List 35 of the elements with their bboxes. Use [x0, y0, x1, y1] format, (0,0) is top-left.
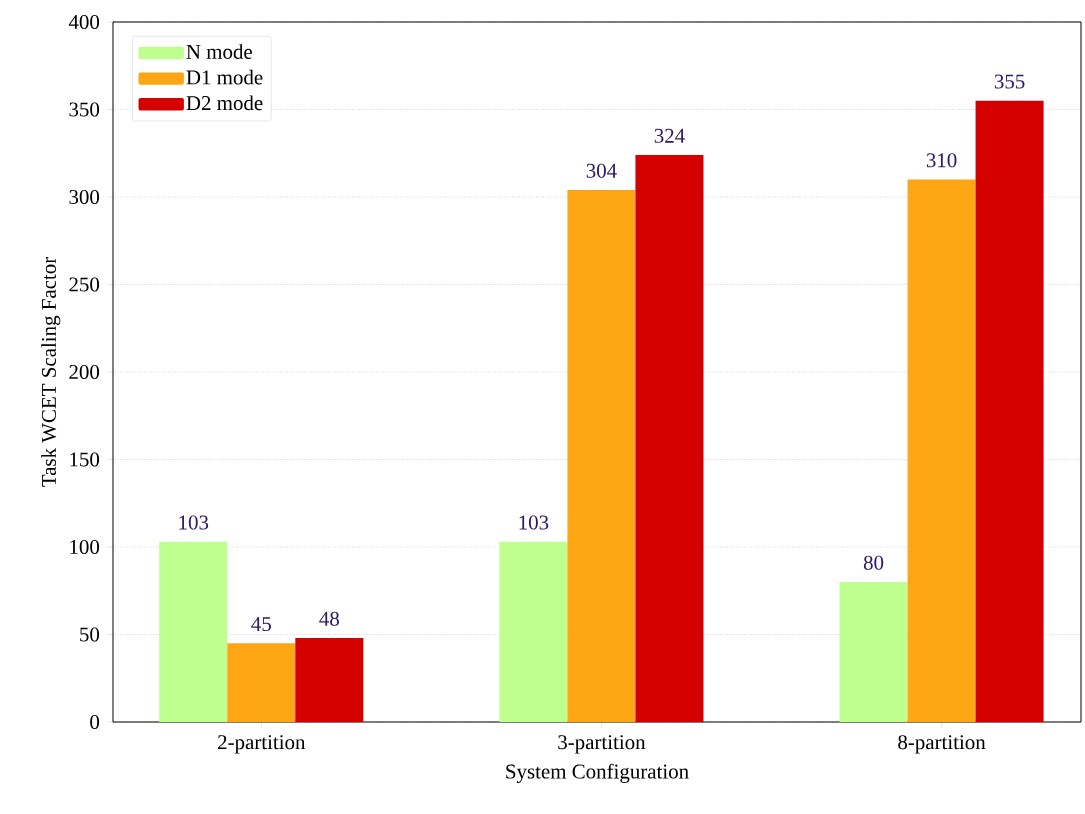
data-label: 45	[251, 617, 271, 632]
x-tick-label: 3-partition	[558, 735, 646, 754]
x-tick-label: 2-partition	[218, 735, 306, 754]
data-label: 48	[319, 611, 339, 626]
bar	[975, 100, 1044, 722]
bar	[499, 541, 568, 722]
bar	[907, 179, 976, 722]
y-axis-title: Task WCET Scaling Factor	[41, 256, 61, 487]
y-tick-label: 350	[69, 102, 100, 117]
bar	[567, 189, 636, 722]
legend-label: D2 mode	[186, 95, 263, 111]
legend-label: N mode	[186, 44, 252, 59]
bar	[159, 541, 228, 722]
y-tick-label: 0	[90, 714, 100, 730]
data-label: 310	[926, 153, 957, 168]
data-label: 80	[863, 555, 884, 570]
data-label: 304	[586, 163, 617, 178]
bar	[635, 154, 704, 722]
bar	[295, 638, 364, 722]
y-tick-label: 200	[69, 364, 100, 380]
y-tick-label: 400	[68, 14, 100, 30]
y-tick-label: 250	[69, 277, 100, 292]
y-tick-label: 300	[69, 189, 100, 205]
y-tick-label: 100	[70, 539, 100, 555]
y-tick-label: 150	[70, 452, 100, 467]
x-axis-title: System Configuration	[506, 763, 689, 783]
data-label: 103	[519, 515, 549, 530]
legend-label: D1 mode	[186, 69, 263, 85]
data-label: 324	[654, 128, 685, 143]
y-tick-label: 50	[80, 627, 100, 642]
bar	[227, 643, 296, 722]
x-tick-label: 8-partition	[898, 735, 986, 754]
bar	[839, 582, 908, 722]
data-label: 355	[994, 74, 1025, 89]
data-label: 103	[179, 515, 209, 530]
